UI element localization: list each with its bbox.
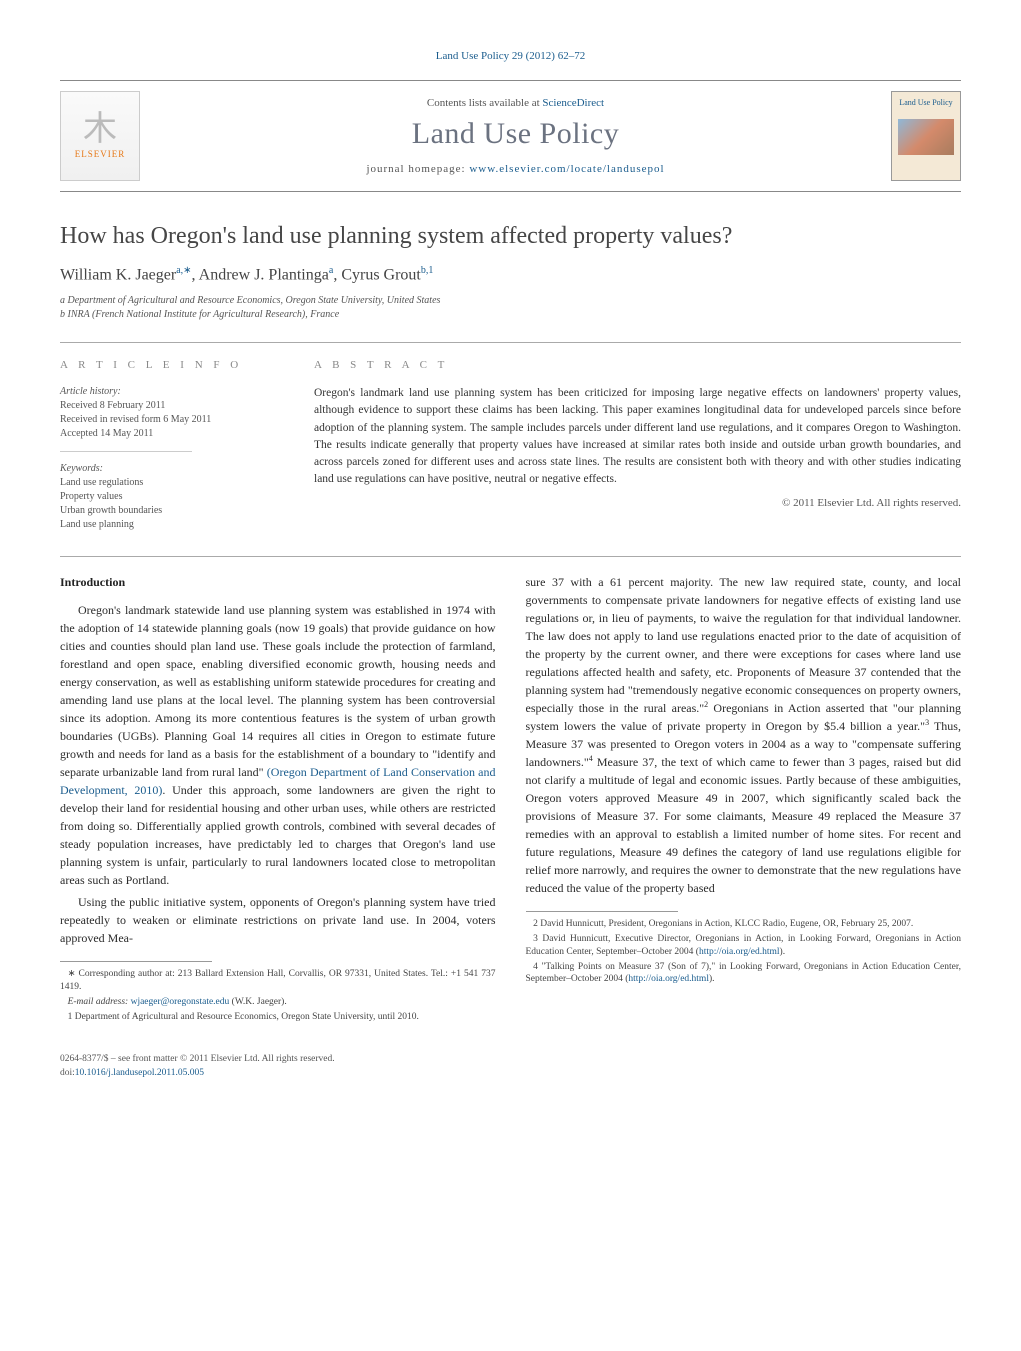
fn4-pre: 4 "Talking Points on Measure 37 (Son of …: [526, 962, 962, 985]
abstract-copyright: © 2011 Elsevier Ltd. All rights reserved…: [314, 497, 961, 509]
received-date: Received 8 February 2011: [60, 399, 280, 413]
footnote-separator: [60, 961, 212, 962]
authors: William K. Jaegera,∗, Andrew J. Planting…: [60, 265, 961, 284]
homepage-link[interactable]: www.elsevier.com/locate/landusepol: [469, 163, 664, 175]
email-link[interactable]: wjaeger@oregonstate.edu: [131, 997, 230, 1007]
author-3-affil: b,1: [421, 265, 434, 276]
footnote-1: 1 Department of Agricultural and Resourc…: [60, 1011, 496, 1024]
keyword: Land use regulations: [60, 476, 280, 490]
fn3-tail: ).: [780, 947, 786, 957]
author-1: William K. Jaeger: [60, 266, 176, 283]
contents-available: Contents lists available at ScienceDirec…: [154, 97, 877, 109]
sciencedirect-link[interactable]: ScienceDirect: [542, 97, 604, 109]
article-info: a r t i c l e i n f o Article history: R…: [60, 359, 280, 532]
right-footnotes: 2 David Hunnicutt, President, Oregonians…: [526, 918, 962, 986]
doi-label: doi:: [60, 1068, 75, 1078]
fn4-link[interactable]: http://oia.org/ed.html: [628, 974, 709, 984]
affiliation-b: b INRA (French National Institute for Ag…: [60, 308, 961, 322]
body-paragraph: sure 37 with a 61 percent majority. The …: [526, 573, 962, 897]
journal-cover-thumb: Land Use Policy: [891, 91, 961, 181]
footnote-4: 4 "Talking Points on Measure 37 (Son of …: [526, 961, 962, 987]
elsevier-logo: ⽊ ELSEVIER: [60, 91, 140, 181]
keyword: Urban growth boundaries: [60, 504, 280, 518]
p1-text: Oregon's landmark statewide land use pla…: [60, 603, 496, 779]
accepted-date: Accepted 14 May 2011: [60, 427, 280, 441]
revised-date: Received in revised form 6 May 2011: [60, 413, 280, 427]
article-title: How has Oregon's land use planning syste…: [60, 222, 961, 251]
info-divider: [60, 451, 192, 452]
left-footnotes: ∗ Corresponding author at: 213 Ballard E…: [60, 968, 496, 1023]
email-tail: (W.K. Jaeger).: [229, 997, 286, 1007]
fn3-link[interactable]: http://oia.org/ed.html: [699, 947, 780, 957]
author-1-affil: a,∗: [176, 265, 191, 276]
section-heading-introduction: Introduction: [60, 573, 496, 591]
keyword: Land use planning: [60, 518, 280, 532]
journal-citation: Land Use Policy 29 (2012) 62–72: [60, 50, 961, 62]
body-paragraph: Using the public initiative system, oppo…: [60, 893, 496, 947]
footnote-3: 3 David Hunnicutt, Executive Director, O…: [526, 933, 962, 959]
abstract: a b s t r a c t Oregon's landmark land u…: [314, 359, 961, 532]
p3-a: sure 37 with a 61 percent majority. The …: [526, 575, 962, 715]
body-paragraph: Oregon's landmark statewide land use pla…: [60, 601, 496, 889]
affiliations: a Department of Agricultural and Resourc…: [60, 294, 961, 322]
doi-line: doi:10.1016/j.landusepol.2011.05.005: [60, 1067, 961, 1080]
article-info-heading: a r t i c l e i n f o: [60, 359, 280, 371]
cover-image-icon: [898, 119, 954, 155]
doi-link[interactable]: 10.1016/j.landusepol.2011.05.005: [75, 1068, 204, 1078]
cover-title: Land Use Policy: [899, 98, 952, 107]
footnote-separator: [526, 911, 678, 912]
abstract-heading: a b s t r a c t: [314, 359, 961, 371]
keywords-label: Keywords:: [60, 462, 280, 476]
author-2: , Andrew J. Plantinga: [192, 266, 329, 283]
author-3: , Cyrus Grout: [333, 266, 421, 283]
journal-header: ⽊ ELSEVIER Contents lists available at S…: [60, 80, 961, 192]
elsevier-name: ELSEVIER: [75, 149, 126, 159]
homepage-prefix: journal homepage:: [366, 163, 469, 175]
front-matter-line: 0264-8377/$ – see front matter © 2011 El…: [60, 1053, 961, 1066]
journal-meta: Contents lists available at ScienceDirec…: [154, 97, 877, 175]
email-label: E-mail address:: [68, 997, 131, 1007]
p3-d: Measure 37, the text of which came to fe…: [526, 755, 962, 895]
elsevier-tree-icon: ⽊: [83, 113, 117, 147]
contents-prefix: Contents lists available at: [427, 97, 542, 109]
journal-homepage: journal homepage: www.elsevier.com/locat…: [154, 163, 877, 175]
abstract-text: Oregon's landmark land use planning syst…: [314, 385, 961, 489]
fn4-tail: ).: [709, 974, 715, 984]
journal-name: Land Use Policy: [154, 117, 877, 151]
affiliation-a: a Department of Agricultural and Resourc…: [60, 294, 961, 308]
keyword: Property values: [60, 490, 280, 504]
p1-tail: . Under this approach, some landowners a…: [60, 783, 496, 887]
article-body: Introduction Oregon's landmark statewide…: [60, 556, 961, 1025]
footnote-2: 2 David Hunnicutt, President, Oregonians…: [526, 918, 962, 931]
footnote-corresponding: ∗ Corresponding author at: 213 Ballard E…: [60, 968, 496, 994]
footnote-email: E-mail address: wjaeger@oregonstate.edu …: [60, 996, 496, 1009]
bottom-meta: 0264-8377/$ – see front matter © 2011 El…: [60, 1053, 961, 1080]
history-label: Article history:: [60, 385, 280, 399]
